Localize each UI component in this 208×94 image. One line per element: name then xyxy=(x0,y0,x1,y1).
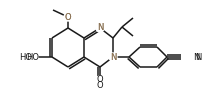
Text: N: N xyxy=(97,24,103,33)
Circle shape xyxy=(64,13,72,21)
Text: O: O xyxy=(97,81,103,90)
Circle shape xyxy=(109,53,117,61)
Text: N: N xyxy=(195,53,201,61)
Text: N: N xyxy=(97,24,103,33)
Circle shape xyxy=(28,52,38,62)
Text: N: N xyxy=(110,53,116,61)
Circle shape xyxy=(96,24,104,32)
Text: N: N xyxy=(110,53,116,61)
Text: O: O xyxy=(65,13,71,22)
Text: O: O xyxy=(97,75,103,85)
Text: O: O xyxy=(65,13,71,22)
Text: HO: HO xyxy=(19,53,32,61)
Text: N: N xyxy=(193,53,199,61)
Circle shape xyxy=(96,76,104,84)
Text: HO: HO xyxy=(26,53,40,61)
Circle shape xyxy=(192,53,200,61)
